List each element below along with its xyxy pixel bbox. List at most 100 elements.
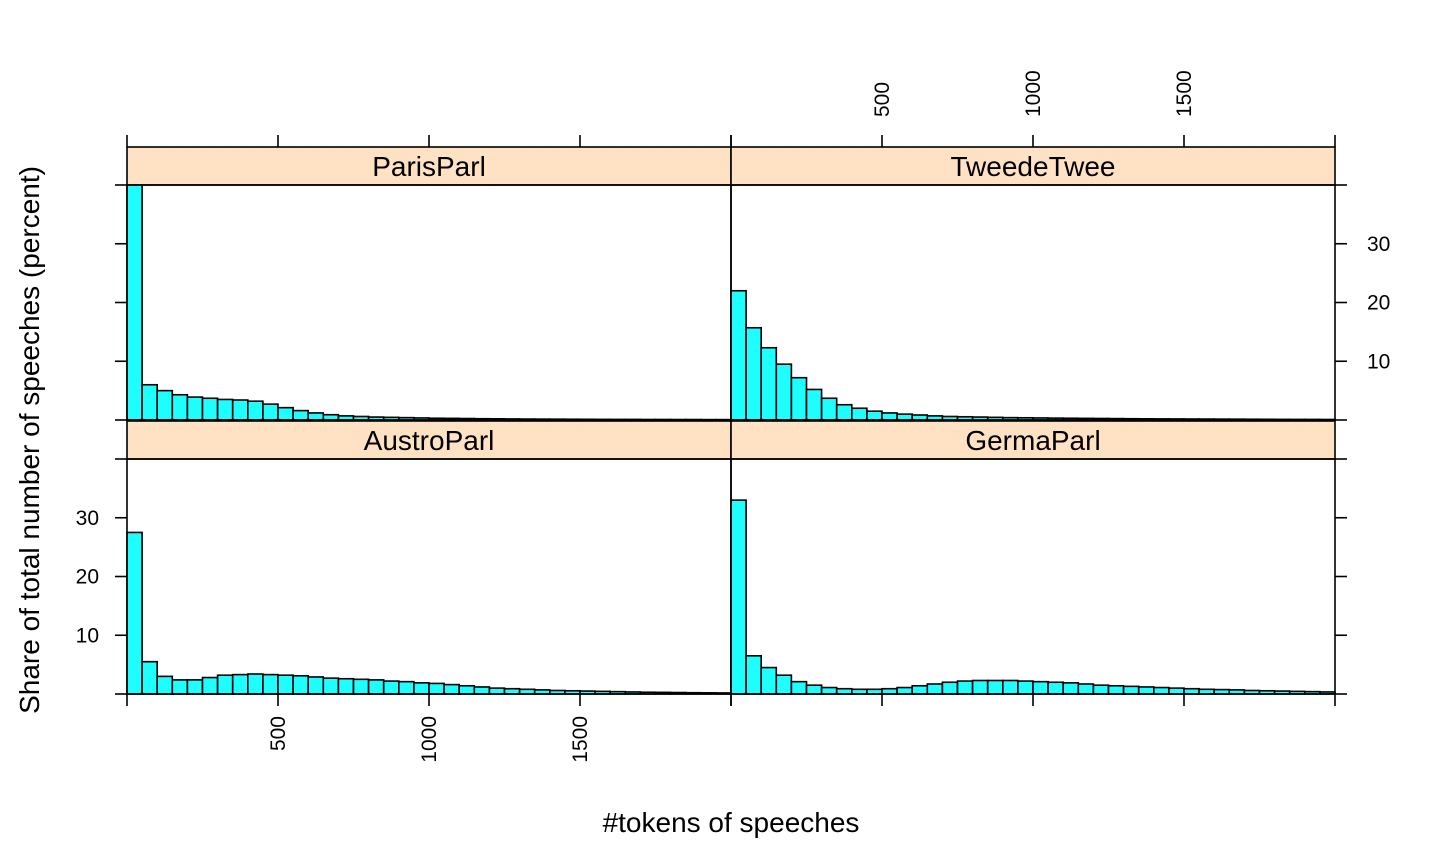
histogram-bar [247,673,264,695]
histogram-bar [926,683,944,695]
histogram-bar [760,666,778,695]
strip-germaparl [730,420,1336,460]
histogram-bar [186,679,204,695]
x-tick-label-bottom: 500 [267,716,290,751]
histogram-bar [201,676,219,695]
x-tick-label-top: 500 [871,82,894,117]
histogram-bar [337,677,355,695]
histogram-bar [307,676,325,695]
y-tick-label-left: 30 [76,507,99,530]
histogram-bar [1122,685,1140,695]
histogram-bar [413,682,430,695]
histogram-bar [1137,686,1155,695]
histogram-bar [941,681,959,695]
histogram-bar [277,406,294,421]
panel-frame [126,458,732,695]
histogram-bar [247,400,264,421]
strip-austroparl [126,420,732,460]
histogram-bar [820,397,838,421]
histogram-bar [820,686,838,695]
histogram-bar [352,678,370,695]
histogram-bar [986,679,1004,695]
histogram-bar [775,363,793,421]
histogram-bar [1092,684,1110,695]
panel-austroparl: AustroParl [126,420,732,695]
panel-parisparl: ParisParl [126,146,732,421]
strip-label-tweedetwee: TweedeTwee [951,151,1116,182]
y-tick-label-right: 20 [1367,292,1390,315]
histogram-bar [1153,686,1170,695]
histogram-bar [1017,680,1034,695]
histogram-bar [790,376,808,421]
panels-layer: ParisParl TweedeTwee AustroParl GermaParl [126,146,1336,695]
histogram-bar [488,687,506,695]
histogram-bar [835,403,853,421]
histogram-bar [805,388,823,421]
histogram-bar [277,674,294,695]
histogram-bar [428,682,445,695]
histogram-bar [231,399,249,421]
histogram-bar [1168,687,1185,695]
histogram-bar [156,675,174,695]
histogram-bar [141,660,159,695]
x-tick-label-bottom: 1500 [569,716,592,763]
histogram-bar [473,686,491,695]
histogram-bar [201,397,219,421]
histogram-bar [1077,683,1095,695]
strip-label-parisparl: ParisParl [372,151,486,182]
histogram-bar [322,677,340,695]
histogram-bar [1047,681,1064,695]
histogram-bar [745,326,762,421]
panel-frame [730,184,1336,421]
y-axis-title: Share of total number of speeches (perce… [14,166,45,714]
histogram-bar [775,674,793,695]
y-tick-label-left: 20 [76,566,99,589]
histogram-bar [126,184,143,421]
y-tick-label-right: 10 [1367,350,1390,373]
histogram-bar [262,403,279,421]
x-tick-label-top: 1000 [1022,70,1045,117]
panel-frame [730,458,1336,695]
histogram-bar [443,683,461,695]
histogram-bar [760,346,778,421]
strip-label-austroparl: AustroParl [364,425,495,456]
histogram-bar [382,680,400,695]
y-tick-label-left: 10 [76,624,99,647]
panel-germaparl: GermaParl [730,420,1336,695]
histogram-bar [216,674,234,695]
histogram-bar [262,673,279,695]
histogram-bar [231,673,249,695]
histogram-bar [745,655,762,695]
strip-label-germaparl: GermaParl [965,425,1100,456]
histogram-bar [292,409,310,421]
histogram-bar [397,680,415,695]
histogram-bar [956,680,974,695]
histogram-bar [896,413,913,421]
strip-parisparl [126,146,732,186]
histogram-bar [171,679,189,695]
histogram-bar [850,407,868,421]
x-axis-title: #tokens of speeches [603,807,860,838]
histogram-bar [216,398,234,421]
histogram-bar [1032,680,1049,695]
histogram-bar [458,684,476,695]
histogram-bar [126,531,143,695]
y-tick-label-right: 30 [1367,233,1390,256]
histogram-bar [367,679,385,695]
histogram-bar [156,389,174,421]
histogram-bar [171,393,189,421]
histogram-bar [805,684,823,695]
histogram-bar [881,412,898,421]
histogram-bar [866,410,883,421]
x-tick-label-bottom: 1000 [418,716,441,763]
histogram-bar [730,289,747,421]
strip-tweedetwee [730,146,1336,186]
histogram-bar [730,499,747,695]
axes-layer: 500 500 1000 1000 1500 1500 10 10 20 20 30 30 [76,70,1391,762]
histogram-bar [186,396,204,421]
histogram-bar [971,679,989,695]
histogram-bar [911,684,929,695]
panel-frame [126,184,732,421]
histogram-bar [292,674,310,695]
